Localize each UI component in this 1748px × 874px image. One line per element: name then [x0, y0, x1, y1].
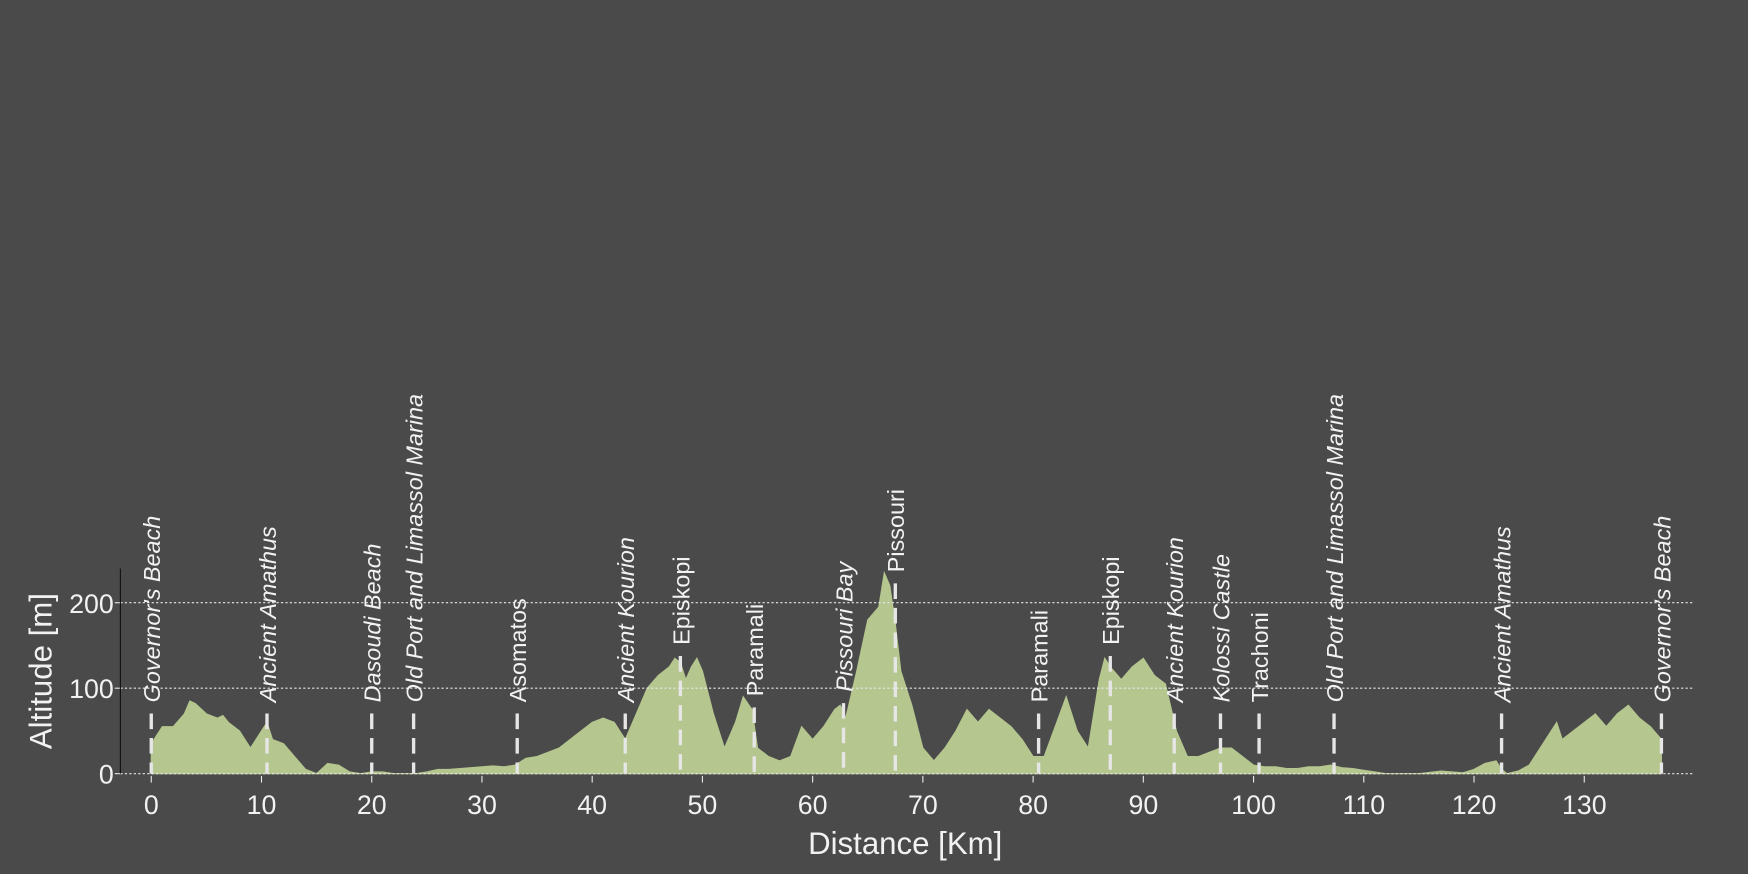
- y-tick-label: 0: [99, 760, 114, 790]
- y-tick-label: 100: [69, 674, 114, 704]
- x-tick-label: 50: [688, 790, 718, 820]
- y-axis-label: Altitude [m]: [23, 593, 58, 749]
- waypoint-label: Old Port and Limassol Marina: [1322, 394, 1348, 702]
- waypoint-label: Paramali: [1027, 610, 1053, 702]
- waypoint-label: Asomatos: [505, 598, 531, 702]
- x-tick-label: 0: [144, 790, 159, 820]
- waypoint-label: Kolossi Castle: [1208, 554, 1234, 702]
- waypoint-label: Episkopi: [1098, 556, 1124, 644]
- waypoint-label: Ancient Kourion: [1162, 537, 1188, 704]
- waypoint-label: Trachoni: [1247, 612, 1273, 702]
- waypoint-label: Old Port and Limassol Marina: [402, 394, 428, 702]
- waypoint-label: Pissouri Bay: [831, 561, 857, 692]
- x-tick-label: 40: [577, 790, 607, 820]
- y-tick-label: 200: [69, 589, 114, 619]
- x-tick-label: 70: [908, 790, 938, 820]
- x-tick-label: 120: [1452, 790, 1497, 820]
- waypoint-label: Ancient Kourion: [613, 537, 639, 704]
- waypoint-label: Ancient Amathus: [255, 526, 281, 704]
- x-tick-label: 20: [357, 790, 387, 820]
- x-tick-label: 30: [467, 790, 497, 820]
- waypoint-label: Governor's Beach: [1649, 516, 1675, 703]
- waypoint-label: Pissouri: [883, 489, 909, 572]
- x-axis-label: Distance [Km]: [808, 826, 1002, 861]
- x-tick-label: 90: [1128, 790, 1158, 820]
- waypoint-label: Governor's Beach: [139, 516, 165, 703]
- waypoint-label: Episkopi: [668, 556, 694, 644]
- x-tick-label: 10: [247, 790, 277, 820]
- x-tick-label: 130: [1562, 790, 1607, 820]
- x-tick-label: 100: [1231, 790, 1276, 820]
- waypoint-label: Ancient Amathus: [1490, 526, 1516, 704]
- waypoint-label: Dasoudi Beach: [360, 544, 386, 703]
- x-tick-label: 80: [1018, 790, 1048, 820]
- waypoint-label: Paramali: [742, 604, 768, 696]
- x-tick-label: 60: [798, 790, 828, 820]
- x-tick-label: 110: [1342, 790, 1385, 820]
